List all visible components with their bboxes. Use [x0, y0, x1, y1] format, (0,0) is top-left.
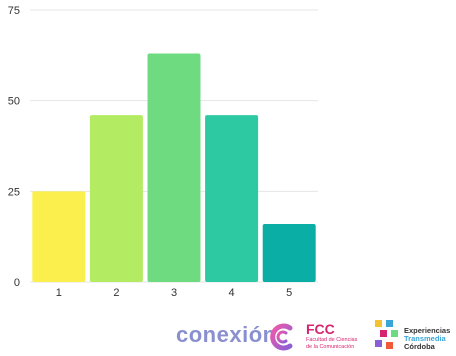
y-axis: 0 25 50 75 — [8, 5, 20, 289]
fcc-logo-title: FCC — [306, 321, 335, 337]
y-tick-label-25: 25 — [8, 186, 20, 198]
experiencias-logo-icon — [375, 320, 398, 349]
fcc-subtitle-line1: Facultad de Ciencias — [306, 337, 358, 343]
x-tick-label-5: 5 — [286, 287, 292, 299]
x-tick-label-2: 2 — [113, 287, 119, 299]
y-tick-label-0: 0 — [14, 277, 20, 289]
fcc-logo-subtitle: Facultad de Ciencias de la Comunicación — [306, 337, 376, 350]
bar-4 — [205, 115, 259, 282]
conexion-logo-icon — [270, 323, 293, 351]
bar-2 — [89, 115, 143, 282]
experiencias-line2: Transmedia — [404, 334, 446, 343]
conexion-logo-text: conexión — [176, 322, 277, 347]
x-tick-label-1: 1 — [56, 287, 62, 299]
x-tick-label-4: 4 — [229, 287, 235, 299]
x-axis: 1 2 3 4 5 — [56, 287, 293, 299]
experiencias-line1: Experiencias — [404, 326, 451, 335]
y-tick-label-75: 75 — [8, 5, 20, 17]
experiencias-logo-text: Experiencias Transmedia Córdoba — [404, 327, 450, 351]
bar-chart: 0 25 50 75 1 2 3 4 5 — [8, 5, 318, 299]
y-tick-label-50: 50 — [8, 96, 20, 108]
fcc-subtitle-line2: de la Comunicación — [306, 343, 355, 350]
x-tick-label-3: 3 — [171, 287, 177, 299]
experiencias-line3: Córdoba — [404, 342, 435, 351]
bar-1 — [32, 191, 86, 282]
bar-5 — [262, 223, 316, 282]
bar-3 — [147, 53, 201, 282]
bars-group — [32, 53, 316, 282]
